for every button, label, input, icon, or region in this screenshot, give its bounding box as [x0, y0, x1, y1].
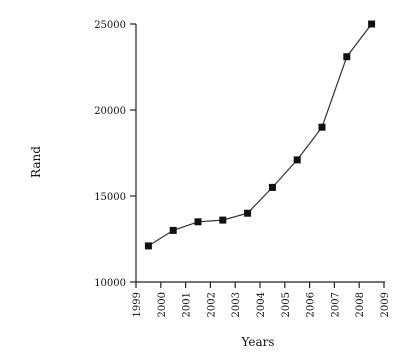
x-tick-label: 2000	[157, 292, 168, 317]
axes: 10000 15000 20000 25000 1999 2000 2001 2002 2003…	[94, 20, 391, 317]
y-tick-label: 10000	[94, 278, 126, 289]
x-tick-label: 2004	[256, 292, 267, 317]
y-tick-label: 25000	[94, 20, 126, 31]
series-line	[148, 23, 373, 247]
x-tick-label: 2001	[182, 292, 193, 317]
data-point	[268, 183, 276, 191]
x-tick-label: 2002	[206, 292, 217, 317]
x-axis-title: Years	[240, 335, 274, 349]
x-tick-label: 1999	[132, 292, 143, 317]
y-tick-label: 20000	[94, 106, 126, 117]
x-tick-label: 2007	[330, 292, 341, 317]
data-point	[343, 53, 351, 61]
y-axis-title: Rand	[29, 146, 43, 178]
x-tick-label: 2005	[281, 292, 292, 317]
data-point	[169, 226, 177, 234]
data-point	[144, 242, 152, 250]
data-point	[219, 216, 227, 224]
data-point	[194, 218, 202, 226]
series	[144, 20, 376, 250]
x-tick-label: 2003	[231, 292, 242, 317]
x-tick-label: 2009	[380, 292, 391, 317]
data-point	[318, 123, 326, 131]
data-point	[244, 209, 252, 217]
y-tick-label: 15000	[94, 192, 126, 203]
data-point	[293, 156, 301, 164]
x-tick-label: 2008	[355, 292, 366, 317]
x-tick-label: 2006	[306, 292, 317, 317]
data-point	[368, 20, 376, 28]
